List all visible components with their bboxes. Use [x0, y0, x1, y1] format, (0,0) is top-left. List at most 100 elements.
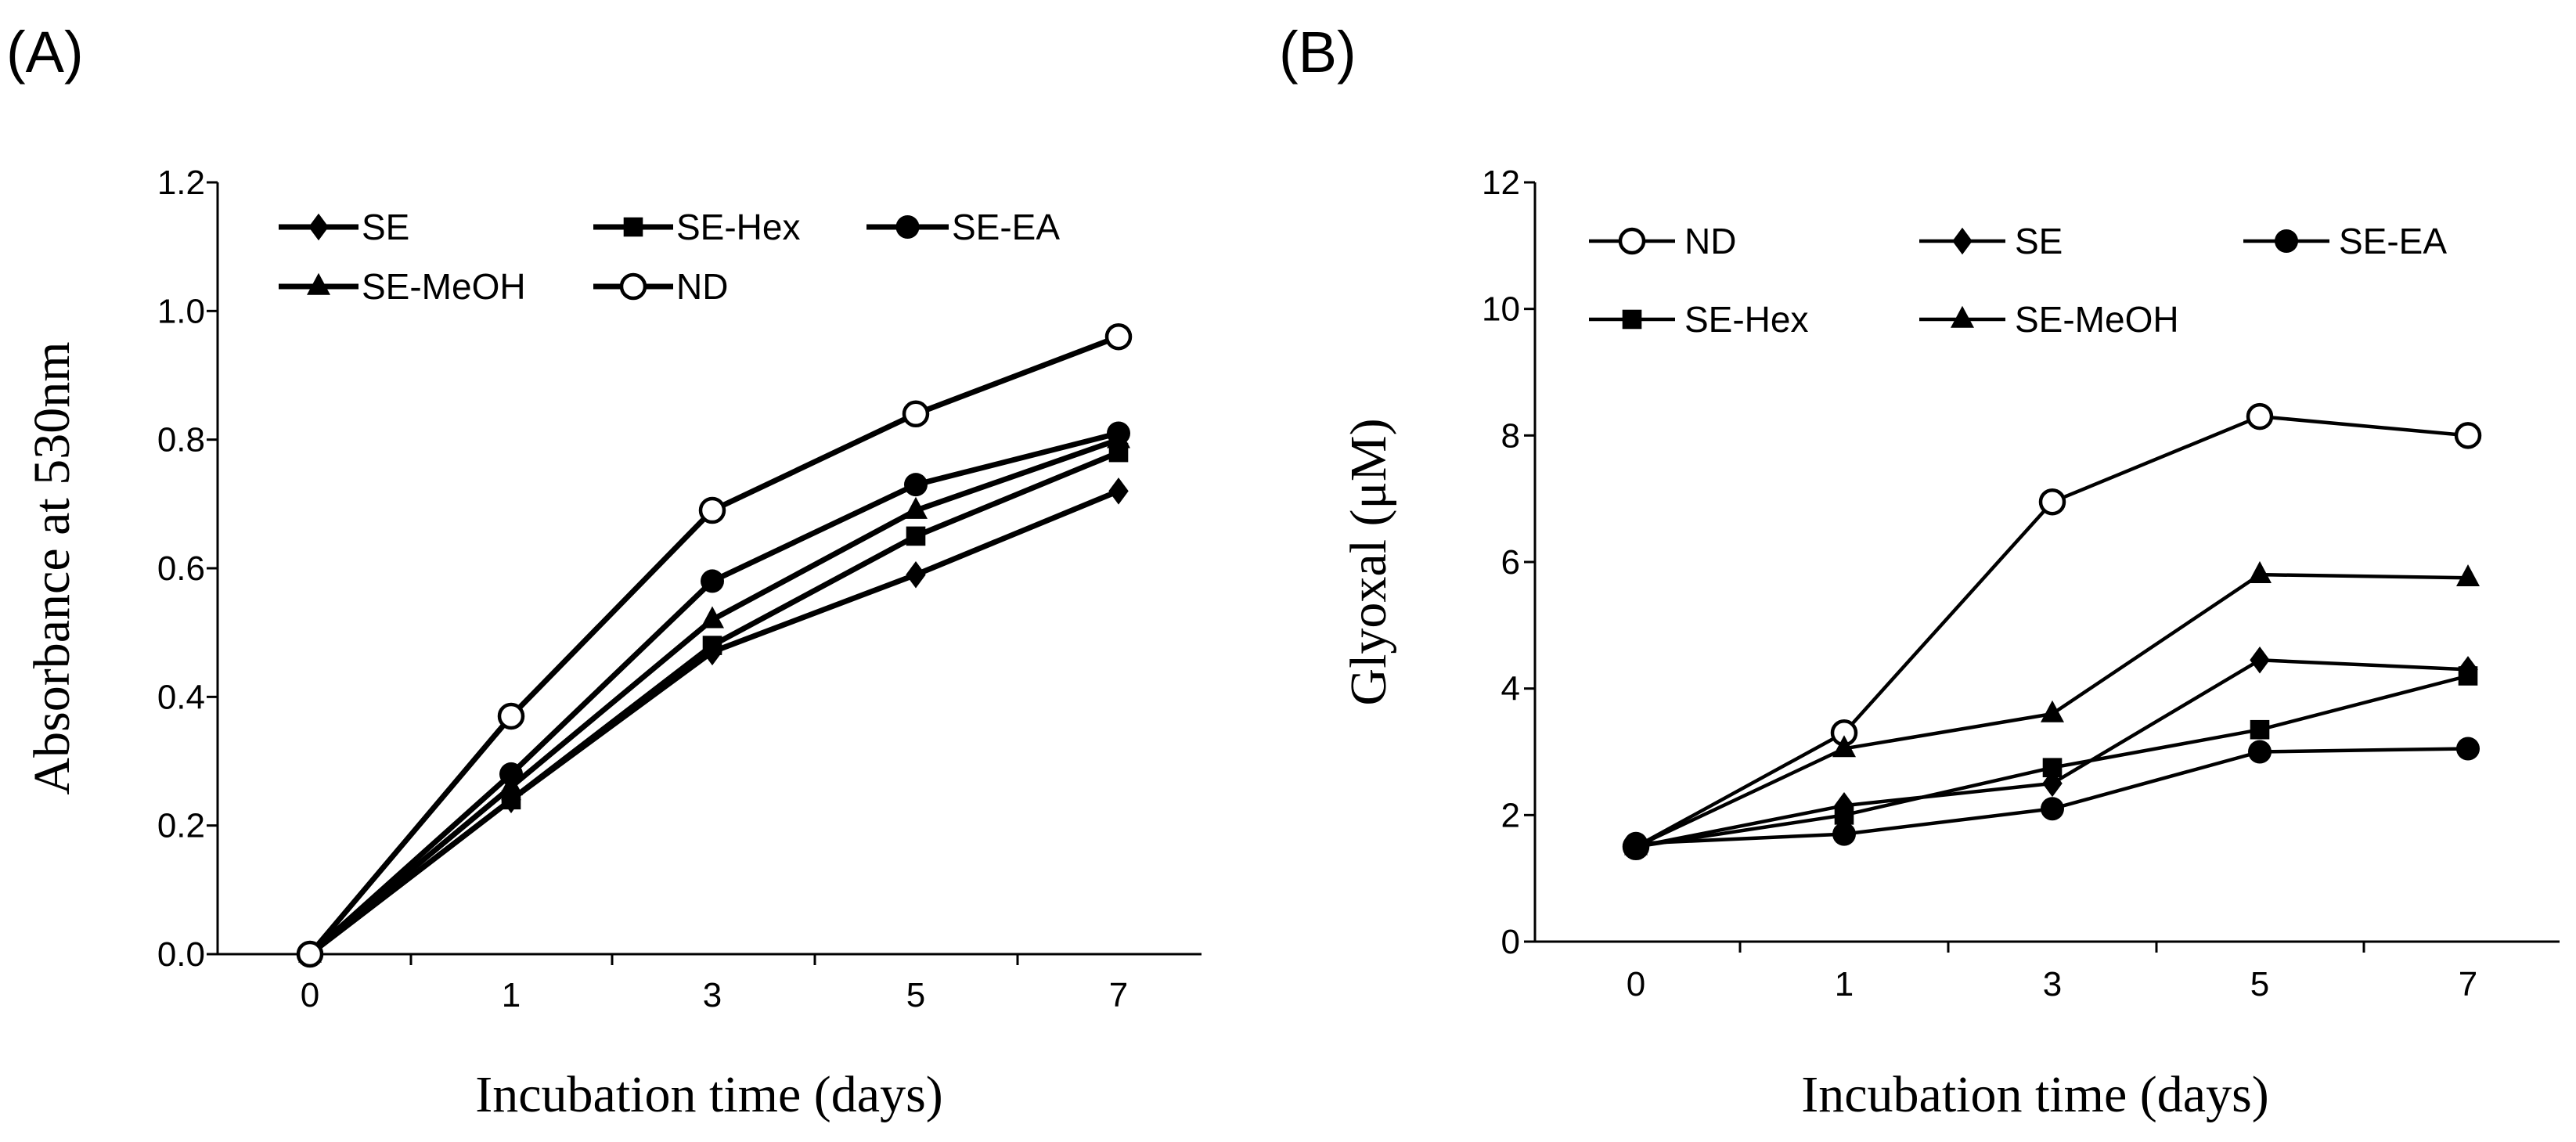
legend-label: SE-MeOH [362, 266, 526, 307]
legend-label: SE-Hex [1684, 299, 1808, 340]
y-tick-label: 2 [1501, 796, 1520, 834]
data-point [1104, 322, 1133, 351]
data-point [2042, 758, 2063, 778]
legend-label: ND [676, 266, 728, 307]
legend: SE SE-Hex SE-EA SE-MeOH ND [279, 207, 1060, 307]
y-tick-label: 12 [1482, 164, 1520, 202]
data-point [702, 636, 722, 655]
data-point [701, 569, 724, 593]
legend-label: SE [362, 207, 409, 247]
x-tick-label: 3 [2043, 965, 2062, 1003]
data-point [296, 940, 324, 968]
x-tick-label: 7 [1109, 976, 1128, 1014]
y-tick-label: 0.4 [157, 678, 205, 716]
data-point [904, 473, 928, 497]
y-axis-title: Absorbance at 530nm [23, 341, 81, 794]
data-point [902, 400, 930, 428]
data-point [904, 496, 928, 519]
legend-marker [1952, 227, 1973, 255]
x-tick-label: 3 [703, 976, 722, 1014]
data-point [1108, 477, 1129, 505]
legend-entry: SE-Hex [1589, 299, 1808, 340]
legend-marker [1622, 309, 1642, 330]
legend-marker [895, 215, 920, 239]
legend-entry: SE-MeOH [279, 266, 526, 307]
y-tick-label: 6 [1501, 543, 1520, 582]
y-tick-label: 1.2 [157, 164, 205, 202]
legend-label: SE [2015, 221, 2063, 261]
legend-label: SE-Hex [676, 207, 800, 247]
x-tick-label: 0 [301, 976, 319, 1014]
legend-label: SE-EA [2339, 221, 2447, 261]
data-point [698, 496, 726, 524]
data-point [1624, 833, 1648, 856]
series-se-meoh [1624, 560, 2480, 856]
series-se-hex [1626, 666, 2478, 857]
legend-entry: SE-Hex [593, 207, 800, 247]
data-point [2250, 647, 2270, 674]
legend-marker [623, 217, 643, 237]
legend-entry: SE [279, 207, 409, 247]
legend: ND SE SE-EA SE-Hex SE-MeOH [1589, 221, 2447, 340]
x-tick-label: 1 [502, 976, 521, 1014]
legend-marker [1618, 227, 1646, 255]
x-axis-title: Incubation time (days) [475, 1066, 942, 1123]
data-point [2248, 560, 2272, 583]
series-line [308, 449, 1120, 956]
legend-marker [308, 213, 329, 241]
data-point [2041, 700, 2064, 722]
y-tick-label: 8 [1501, 416, 1520, 455]
y-tick-label: 10 [1482, 290, 1520, 329]
data-point [2248, 740, 2272, 764]
x-tick-label: 7 [2459, 965, 2477, 1003]
panel-label: (A) [6, 20, 84, 85]
data-point [1834, 805, 1854, 825]
legend-entry: ND [1589, 221, 1736, 261]
data-point [2246, 402, 2274, 431]
legend-marker [2275, 229, 2298, 253]
series-se [300, 477, 1129, 968]
data-point [499, 773, 523, 796]
data-point [1832, 822, 1856, 846]
data-point [497, 702, 525, 730]
x-tick-label: 5 [2250, 965, 2269, 1003]
y-tick-label: 4 [1501, 670, 1520, 708]
y-tick-label: 0.0 [157, 935, 205, 974]
legend-marker [307, 272, 330, 295]
y-tick-label: 0 [1501, 923, 1520, 961]
legend-entry: SE-EA [2243, 221, 2447, 261]
x-tick-label: 5 [906, 976, 925, 1014]
legend-label: ND [1684, 221, 1736, 261]
y-tick-label: 1.0 [157, 292, 205, 330]
chart-panel-a: (A) 0.0 0.2 0.4 0.6 0.8 1.0 1.2 0 1 3 5 7 Incubation … [6, 20, 1202, 1123]
data-point [2038, 488, 2066, 516]
legend-label: SE-MeOH [2015, 299, 2179, 340]
y-tick-label: 0.2 [157, 807, 205, 845]
data-point [2456, 564, 2480, 587]
y-axis-title: Glyoxal (μM) [1340, 418, 1397, 705]
series-nd [296, 322, 1133, 968]
legend-entry: SE [1919, 221, 2063, 261]
data-point [2041, 797, 2064, 821]
x-axis-title: Incubation time (days) [1801, 1066, 2268, 1123]
data-point [2454, 422, 2482, 449]
x-tick-label: 1 [1835, 965, 1854, 1003]
x-tick-label: 0 [1627, 965, 1645, 1003]
data-point [2458, 666, 2478, 686]
legend-label: SE-EA [952, 207, 1060, 247]
data-point [906, 526, 926, 546]
data-point [2250, 719, 2270, 740]
legend-marker [1951, 305, 1974, 328]
legend-entry: ND [593, 266, 728, 307]
data-point [701, 606, 724, 629]
series-line [308, 488, 1120, 956]
legend-marker [619, 272, 647, 301]
legend-entry: SE-MeOH [1919, 299, 2179, 340]
chart-panel-b: (B) 0 2 4 6 8 10 12 0 1 3 5 7 Incubation time (days) G… [1279, 20, 2560, 1123]
legend-entry: SE-EA [866, 207, 1060, 247]
y-tick-label: 0.6 [157, 549, 205, 588]
y-tick-label: 0.8 [157, 421, 205, 459]
data-point [1107, 426, 1130, 449]
panel-label: (B) [1279, 20, 1356, 85]
